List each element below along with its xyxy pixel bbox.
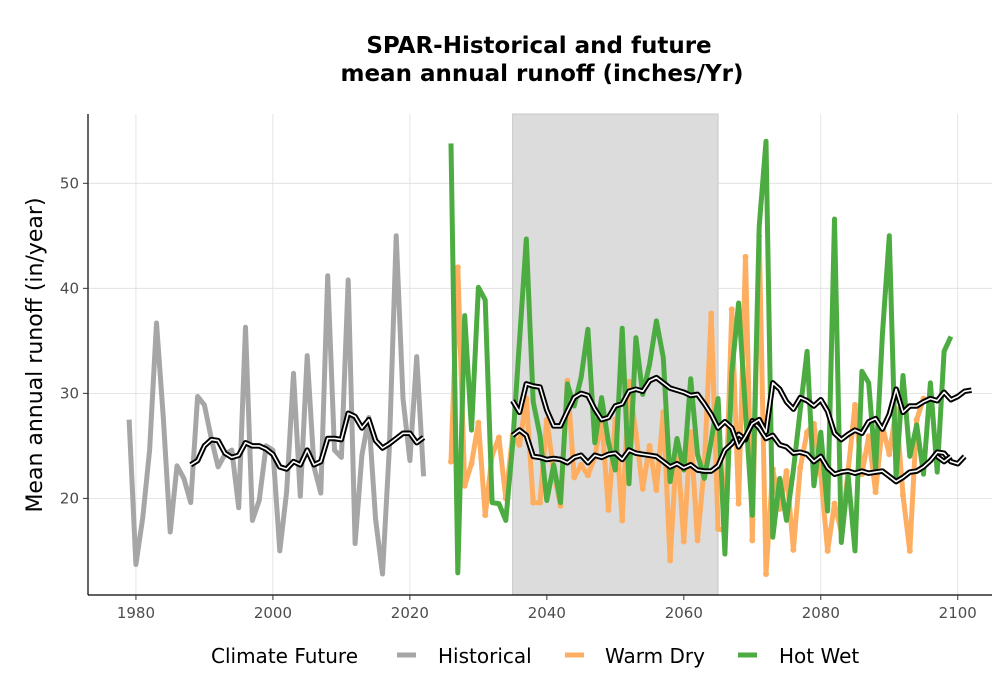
legend-title: Climate Future: [211, 644, 358, 668]
legend-label-historical: Historical: [438, 644, 532, 668]
smooth-line-warm-dry-2: [936, 455, 952, 463]
smooth-line-warm-dry: [512, 419, 966, 483]
y-tick-label-40: 40: [60, 279, 79, 297]
y-tick-label-20: 20: [60, 489, 79, 507]
chart-title-line2: mean annual runoff (inches/Yr): [340, 61, 743, 87]
tick-labels: 1980 2000 2020 2040 2060 2080 2100 20 30 40 50: [60, 174, 977, 622]
x-tick-label-2040: 2040: [528, 604, 566, 622]
smooth-line-historical: [190, 412, 425, 470]
legend: Climate Future Historical Warm Dry Hot W…: [211, 644, 859, 668]
x-tick-label-2000: 2000: [254, 604, 292, 622]
x-tick-label-2020: 2020: [391, 604, 429, 622]
y-tick-label-50: 50: [60, 174, 79, 192]
axes: [87, 114, 992, 596]
series-lines: [126, 138, 972, 577]
legend-label-warm-dry: Warm Dry: [605, 644, 705, 668]
x-tick-label-1980: 1980: [117, 604, 155, 622]
legend-label-hot-wet: Hot Wet: [779, 644, 859, 668]
y-tick-label-30: 30: [60, 384, 79, 402]
smooth-line-hot-wet: [511, 376, 972, 448]
chart-title-line1: SPAR-Historical and future: [366, 33, 711, 59]
x-tick-label-2080: 2080: [802, 604, 840, 622]
x-tick-label-2060: 2060: [665, 604, 703, 622]
series-line-historical: [126, 233, 427, 577]
y-axis-title: Mean annual runoff (in/year): [23, 197, 48, 512]
x-tick-label-2100: 2100: [939, 604, 977, 622]
series-line-hot-wet: [448, 138, 954, 576]
